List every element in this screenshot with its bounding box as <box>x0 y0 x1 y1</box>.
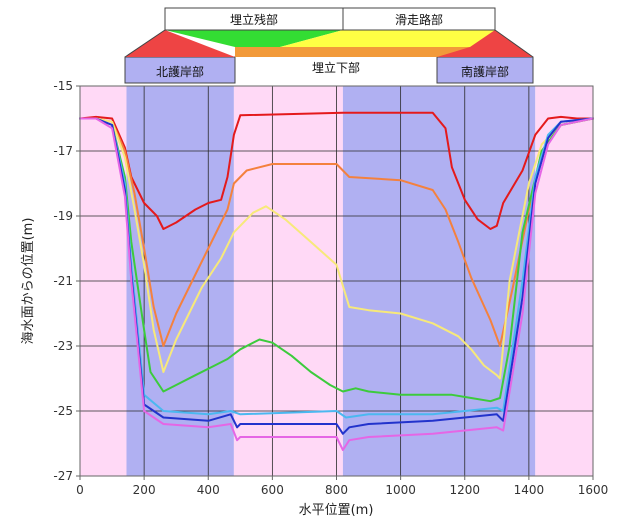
x-axis-title: 水平位置(m) <box>299 503 374 518</box>
banner-box-right <box>436 56 534 84</box>
label-north-revetment: 北護岸部 <box>156 64 204 79</box>
series-line-3 <box>79 117 594 380</box>
y-tick-label: -27 <box>53 469 73 483</box>
band-green <box>165 30 343 47</box>
plot-frame <box>79 85 594 477</box>
y-tick-label: -21 <box>53 274 73 288</box>
top-banner: 埋立残部 滑走路部 北護岸部 埋立下部 南護岸部 <box>124 7 534 84</box>
y-axis-title: 海水面からの位置(m) <box>21 218 36 345</box>
series-line-7 <box>79 117 594 451</box>
band-red-right <box>437 30 533 57</box>
series-lines <box>79 111 594 451</box>
x-axis: 0 200 400 600 800 1000 1200 1400 1600 <box>76 476 608 497</box>
banner-box-top <box>164 7 496 31</box>
x-tick-label: 200 <box>133 483 156 497</box>
x-tick-label: 1000 <box>385 483 416 497</box>
y-tick-label: -17 <box>53 144 73 158</box>
x-tick-label: 1600 <box>578 483 609 497</box>
label-south-revetment: 南護岸部 <box>461 64 509 79</box>
x-tick-label: 1400 <box>514 483 545 497</box>
series-line-4 <box>79 117 594 403</box>
series-line-1 <box>79 111 594 230</box>
x-tick-label: 600 <box>261 483 284 497</box>
band-red-left <box>125 30 235 57</box>
y-axis: -15 -17 -19 -21 -23 -25 -27 <box>53 79 80 483</box>
label-reclaim-lower: 埋立下部 <box>312 60 360 75</box>
y-tick-label: -19 <box>53 209 73 223</box>
x-tick-label: 400 <box>197 483 220 497</box>
x-tick-label: 800 <box>325 483 348 497</box>
banner-outline <box>124 29 534 58</box>
y-tick-label: -15 <box>53 79 73 93</box>
y-tick-label: -23 <box>53 339 73 353</box>
band-yellow <box>280 30 495 47</box>
label-reclaim-remaining: 埋立残部 <box>230 12 278 27</box>
x-tick-label: 0 <box>76 483 84 497</box>
x-tick-label: 1200 <box>449 483 480 497</box>
label-runway: 滑走路部 <box>395 12 443 27</box>
band-orange <box>235 47 470 57</box>
y-tick-label: -25 <box>53 404 73 418</box>
